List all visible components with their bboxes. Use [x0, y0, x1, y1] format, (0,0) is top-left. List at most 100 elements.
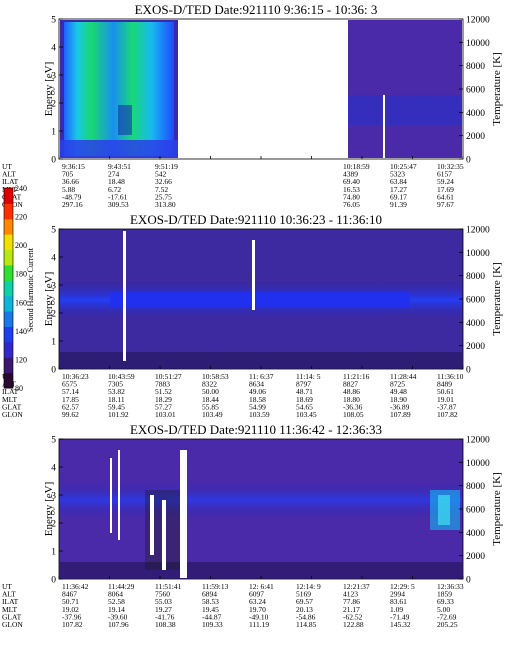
panel-1-spectrum-left-low [60, 140, 178, 158]
panel-3-spectrum-right-core [438, 495, 450, 525]
table-row-label: ALT [2, 590, 16, 599]
y-tick-label: 3 [51, 72, 56, 82]
panel-1-ylabel: Energy [eV] [43, 62, 55, 116]
table-cell: 48.71 [296, 387, 313, 396]
table-cell: 64.61 [437, 192, 454, 201]
table-cell: 19.70 [249, 605, 266, 614]
y-tick-label: 0 [51, 576, 56, 586]
colorbar-swatch [4, 357, 13, 374]
colorbar-tick-label: 180 [15, 270, 27, 279]
table-cell: 58.53 [202, 597, 219, 606]
panel-3-gap-line-4 [162, 500, 166, 570]
panel-3-y2label: Temperature [K] [491, 472, 503, 545]
table-cell: 57.27 [155, 402, 172, 411]
table-cell: 10:51:27 [155, 372, 182, 381]
table-cell: 8634 [249, 380, 264, 389]
table-cell: 18.58 [249, 395, 266, 404]
panel-1-title: EXOS-D/TED Date:921110 9:36:15 - 10:36: … [135, 2, 378, 17]
panel-3-low-energy-band [60, 562, 462, 578]
table-cell: 12:36:33 [437, 582, 464, 591]
table-cell: 51.52 [155, 387, 172, 396]
y2-tick-label: 2000 [466, 552, 485, 562]
table-cell: 9:43:51 [108, 162, 131, 171]
table-cell: 18.29 [155, 395, 172, 404]
table-cell: -71.49 [390, 612, 410, 621]
table-cell: 59.24 [437, 177, 454, 186]
table-cell: 25.75 [155, 192, 172, 201]
table-cell: 107.96 [108, 620, 129, 629]
panel-2-right-axis: 0 2000 4000 6000 8000 10000 12000 [459, 226, 490, 376]
y-tick-label: 1 [51, 128, 56, 138]
table-cell: 108.38 [155, 620, 176, 629]
panel-3-band [60, 480, 462, 520]
table-cell: 19.14 [108, 605, 125, 614]
colorbar-tick-label: 200 [15, 241, 27, 250]
table-cell: 103.01 [155, 410, 176, 419]
y2-tick-label: 0 [466, 156, 471, 166]
table-cell: 7560 [155, 590, 170, 599]
table-cell: 18.11 [108, 395, 125, 404]
y-tick-label: 2 [51, 310, 56, 320]
table-cell: 10:25:47 [390, 162, 417, 171]
table-cell: 10:58:53 [202, 372, 229, 381]
table-cell: 12:21:37 [343, 582, 370, 591]
table-cell: 52.58 [108, 597, 125, 606]
panel-2-title: EXOS-D/TED Date:921110 10:36:23 - 11:36:… [130, 212, 382, 227]
colorbar-tick-label: 220 [15, 213, 27, 222]
y2-tick-label: 8000 [466, 272, 485, 282]
table-cell: -49.10 [249, 612, 269, 621]
table-cell: 10:36:23 [62, 372, 89, 381]
colorbar-ticks: 80 120 140 160 180 200 220 240 [15, 184, 27, 393]
colorbar-tick-label: 80 [15, 384, 23, 393]
table-cell: 50.00 [202, 387, 219, 396]
table-cell: 7883 [155, 380, 170, 389]
table-cell: 5169 [296, 590, 311, 599]
table-cell: 705 [62, 170, 74, 179]
table-cell: -44.87 [202, 612, 222, 621]
y2-tick-label: 0 [466, 576, 471, 586]
table-cell: 48.86 [343, 387, 360, 396]
table-row-label: MLT [2, 605, 18, 614]
panel-1-table: UTALTILATMLTGLATGLON9:36:1570536.665.88-… [2, 162, 464, 209]
table-cell: 69.40 [343, 177, 360, 186]
table-cell: 91.39 [390, 200, 407, 209]
y-tick-label: 3 [51, 492, 56, 502]
y2-tick-label: 6000 [466, 296, 485, 306]
table-cell: 9:51:19 [155, 162, 178, 171]
panel-3-left-axis: 0 1 2 3 4 5 [51, 436, 464, 586]
table-cell: 145.32 [390, 620, 411, 629]
table-cell: -39.60 [108, 612, 128, 621]
y-tick-label: 0 [51, 156, 56, 166]
colorbar-tick-label: 160 [15, 298, 27, 307]
table-cell: 83.61 [390, 597, 407, 606]
colorbar-tick-label: 120 [15, 355, 27, 364]
table-cell: 63.24 [249, 597, 266, 606]
y-tick-label: 4 [51, 254, 56, 264]
table-cell: 9:36:15 [62, 162, 85, 171]
y2-tick-label: 0 [466, 366, 471, 376]
y2-tick-label: 6000 [466, 506, 485, 516]
y-tick-label: 2 [51, 100, 56, 110]
y2-tick-label: 2000 [466, 132, 485, 142]
table-cell: 12: 6:41 [249, 582, 274, 591]
table-cell: 7.52 [155, 185, 168, 194]
table-cell: 69.33 [437, 597, 454, 606]
table-cell: 103.49 [202, 410, 223, 419]
panel-1-spectrum-left [64, 22, 174, 156]
colorbar-label: Second Harmonic Current [26, 247, 35, 332]
table-row-label: ILAT [2, 387, 19, 396]
y-tick-label: 5 [51, 226, 56, 236]
panel-1-data-block-right [348, 20, 462, 158]
table-cell: 17.85 [62, 395, 79, 404]
table-cell: 5323 [390, 170, 405, 179]
table-cell: 12:29: 5 [390, 582, 415, 591]
panel-1-gap-line [383, 95, 385, 158]
table-cell: 5.00 [437, 605, 450, 614]
table-cell: 62.57 [62, 402, 79, 411]
table-cell: 542 [155, 170, 167, 179]
table-cell: 36.66 [62, 177, 79, 186]
table-row-label: ILAT [2, 597, 19, 606]
table-cell: 11:36:10 [437, 372, 464, 381]
table-cell: 99.62 [62, 410, 79, 419]
table-cell: 8064 [108, 590, 123, 599]
